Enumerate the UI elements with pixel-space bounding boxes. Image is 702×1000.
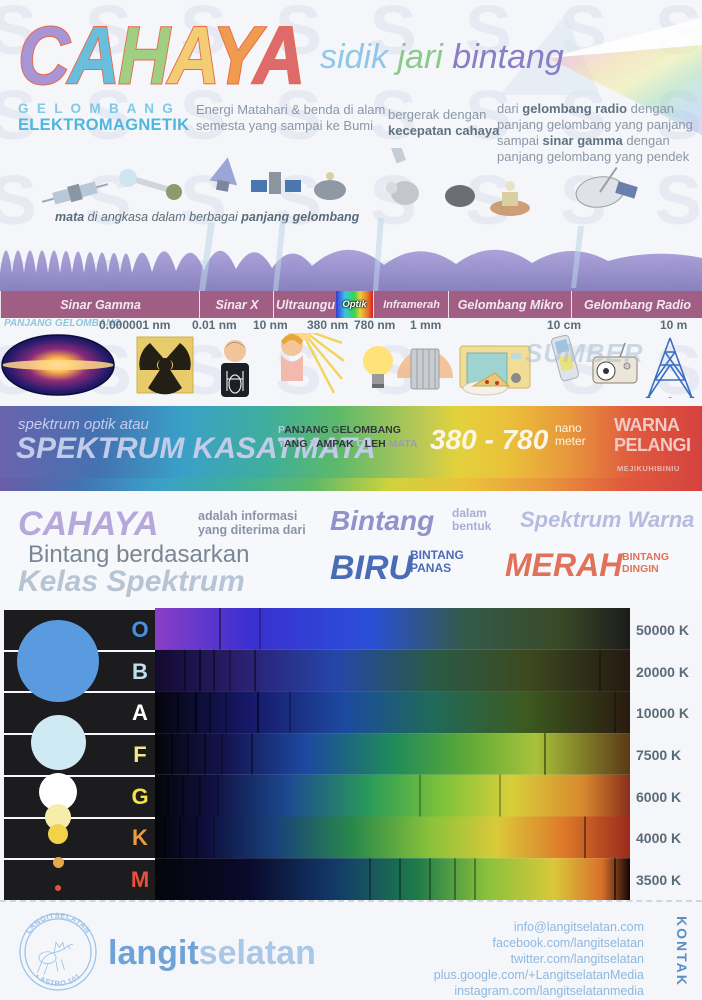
svg-text:LANGITSELATAN: LANGITSELATAN xyxy=(23,912,92,935)
